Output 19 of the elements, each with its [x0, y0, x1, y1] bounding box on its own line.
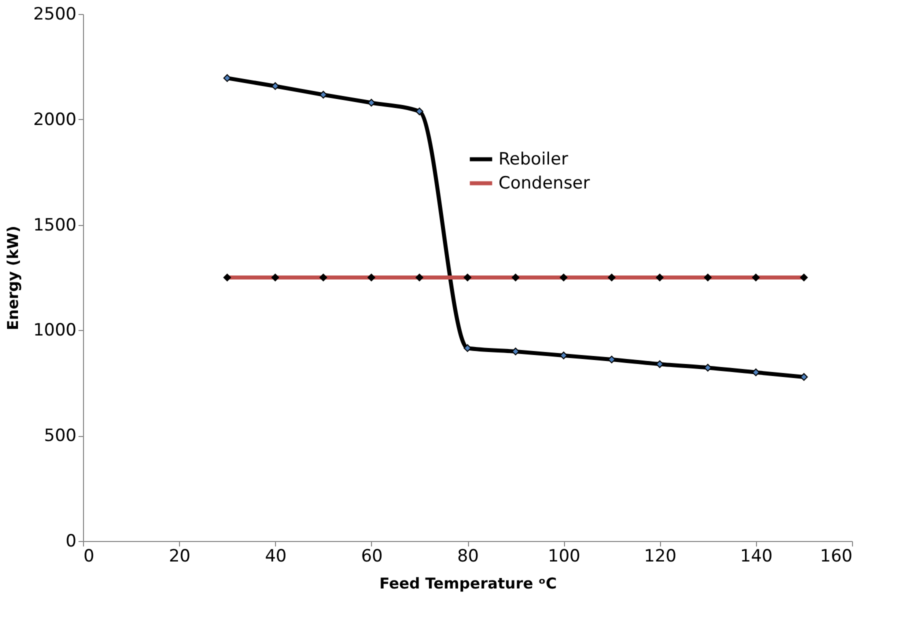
- x-tick-label: 140: [740, 546, 773, 566]
- legend-label: Reboiler: [498, 149, 568, 170]
- x-tick-label: 0: [84, 546, 94, 566]
- y-tick-label: 1500: [33, 215, 76, 236]
- x-tick-label: 20: [168, 546, 190, 566]
- y-tick-label: 500: [44, 426, 76, 446]
- legend-label: Condenser: [498, 173, 590, 194]
- x-tick-label: 160: [820, 546, 852, 566]
- x-axis-title: Feed Temperature ᵒC: [379, 574, 557, 592]
- y-tick-label: 1000: [33, 320, 76, 341]
- x-tick-label: 40: [264, 546, 287, 566]
- x-tick-label: 100: [548, 546, 580, 566]
- x-tick-label: 80: [457, 546, 479, 566]
- x-tick-label: 120: [644, 546, 676, 566]
- y-tick-label: 2000: [33, 110, 76, 130]
- y-tick-label: 0: [66, 532, 76, 552]
- y-axis-title: Energy (kW): [4, 226, 22, 330]
- x-tick-label: 60: [361, 546, 383, 566]
- y-tick-label: 2500: [33, 4, 76, 24]
